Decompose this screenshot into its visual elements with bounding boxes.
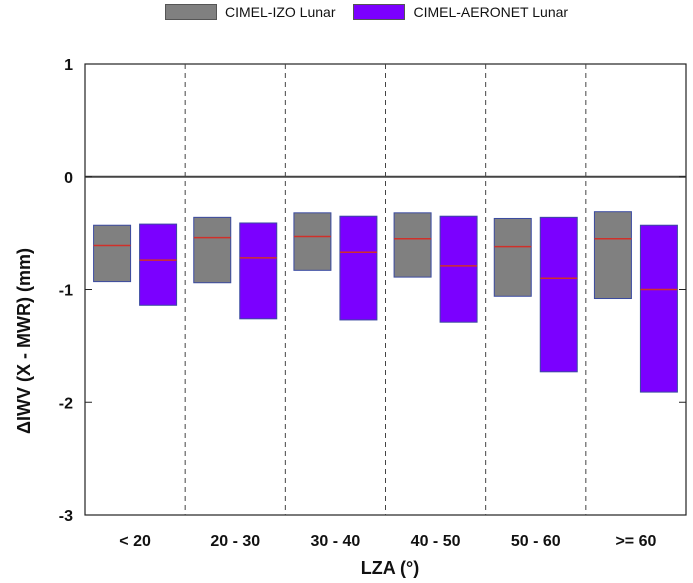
category-separators: [184, 64, 587, 515]
x-tick-label: < 20: [119, 533, 151, 550]
box-series: [93, 211, 678, 393]
x-tick-label: 50 - 60: [511, 533, 561, 550]
y-axis-ticks: -3 -2 -1 0 1: [59, 57, 686, 525]
box-izo: [193, 216, 232, 284]
box-aeronet: [639, 224, 678, 393]
x-tick-label: 30 - 40: [311, 533, 361, 550]
chart-legend: CIMEL-IZO Lunar CIMEL-AERONET Lunar: [165, 4, 586, 20]
y-tick-label: -2: [59, 395, 73, 412]
legend-label-aeronet: CIMEL-AERONET Lunar: [413, 4, 569, 20]
box-izo: [293, 212, 332, 271]
y-tick-label: 1: [64, 57, 73, 74]
box-aeronet: [339, 215, 378, 321]
x-axis-ticks: < 20 20 - 30 30 - 40 40 - 50 50 - 60 >= 60: [119, 533, 656, 550]
box-aeronet: [439, 215, 478, 323]
legend-label-izo: CIMEL-IZO Lunar: [225, 4, 336, 20]
box-izo: [93, 224, 132, 283]
x-tick-label: >= 60: [615, 533, 656, 550]
box-izo: [493, 217, 532, 297]
box-izo: [593, 211, 632, 300]
y-tick-label: 0: [64, 170, 73, 187]
x-axis-label: LZA (°): [361, 558, 420, 578]
x-tick-label: 20 - 30: [210, 533, 260, 550]
legend-item-izo: CIMEL-IZO Lunar: [165, 4, 335, 20]
box-aeronet: [139, 223, 178, 306]
y-axis-label: ΔIWV (X - MWR) (mm): [14, 248, 34, 434]
box-aeronet: [539, 216, 578, 373]
y-tick-label: -1: [59, 283, 73, 300]
legend-swatch-izo: [165, 4, 217, 20]
box-aeronet: [239, 222, 278, 320]
y-tick-label: -3: [59, 508, 73, 525]
box-izo: [393, 212, 432, 278]
legend-item-aeronet: CIMEL-AERONET Lunar: [353, 4, 568, 20]
legend-swatch-aeronet: [353, 4, 406, 20]
x-tick-label: 40 - 50: [411, 533, 461, 550]
